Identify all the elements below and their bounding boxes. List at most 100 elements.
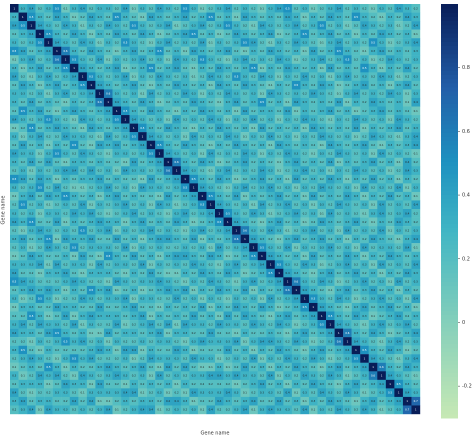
cell xyxy=(266,260,275,269)
cell-label: 0.1 xyxy=(55,237,59,241)
cell xyxy=(291,294,301,304)
cell xyxy=(274,63,284,73)
cell-label: 0.3 xyxy=(405,237,409,241)
cell xyxy=(69,38,79,47)
cell-label: 0.1 xyxy=(209,143,213,147)
cell-label: 0.2 xyxy=(371,228,375,232)
cell xyxy=(52,140,62,150)
cell xyxy=(223,38,233,47)
cell-label: 0.1 xyxy=(209,245,213,249)
cell xyxy=(138,268,147,278)
cell xyxy=(86,4,96,13)
cell-label: 0.2 xyxy=(303,356,307,360)
cell-label: 0.2 xyxy=(362,92,366,96)
cell-label: 0.3 xyxy=(123,331,127,335)
cell xyxy=(27,97,36,107)
cell-label: 0.5 xyxy=(72,356,76,360)
cell xyxy=(172,251,182,261)
cell-label: 0.3 xyxy=(303,109,307,113)
cell-label: 0.1 xyxy=(397,75,401,79)
cell-label: 0.2 xyxy=(55,228,59,232)
colorbar-segment xyxy=(441,285,458,291)
cell xyxy=(155,285,164,295)
cell xyxy=(189,149,199,158)
cell-label: 0.2 xyxy=(226,331,230,335)
cell-label: 0.4 xyxy=(38,177,42,181)
cell-label: 0.2 xyxy=(354,151,358,155)
cell-label: 0.3 xyxy=(106,391,110,395)
cell xyxy=(27,55,36,64)
cell xyxy=(326,115,335,124)
cell xyxy=(351,123,361,133)
cell xyxy=(10,183,19,193)
cell-label: 0.3 xyxy=(81,177,85,181)
cell xyxy=(334,132,344,141)
cell-label: 0.2 xyxy=(72,126,76,130)
cell-label: 0.1 xyxy=(337,228,341,232)
cell-label: 0.4 xyxy=(98,348,102,352)
cell-label: 0.1 xyxy=(149,83,153,87)
cell-label: 0.4 xyxy=(345,228,349,232)
cell xyxy=(240,4,250,13)
cell xyxy=(103,72,113,82)
cell-label: 0.2 xyxy=(183,408,187,412)
cell-label: 0.1 xyxy=(166,58,170,62)
cell-label: 0.4 xyxy=(157,6,161,10)
cell-label: 0.4 xyxy=(166,365,170,369)
cell xyxy=(411,260,421,269)
cell xyxy=(129,243,139,252)
cell xyxy=(377,115,387,124)
cell-label: 0.4 xyxy=(192,237,196,241)
cell-label: 0.4 xyxy=(38,263,42,267)
cell xyxy=(69,4,79,13)
cell-label: 0.4 xyxy=(286,15,290,19)
cell-label: 0.3 xyxy=(277,254,281,258)
cell-label: 0.2 xyxy=(166,263,170,267)
cell-label: 0.2 xyxy=(226,194,230,198)
cell xyxy=(283,55,293,64)
cell xyxy=(326,38,335,47)
cell-label: 0.3 xyxy=(337,75,341,79)
cell-label: 0.3 xyxy=(29,211,33,215)
cell-label: 0.4 xyxy=(320,220,324,224)
cell xyxy=(326,226,335,235)
cell xyxy=(163,97,173,107)
cell xyxy=(240,89,250,99)
cell xyxy=(69,243,79,252)
cell xyxy=(27,191,36,201)
cell xyxy=(27,234,36,244)
cell-label: 0.3 xyxy=(98,288,102,292)
cell-label: 0.6 xyxy=(345,331,349,335)
cell xyxy=(291,260,301,269)
cell-label: 0.2 xyxy=(217,348,221,352)
cell xyxy=(402,106,412,116)
cell-label: 0.3 xyxy=(328,280,332,284)
cell-label: 0.2 xyxy=(414,322,418,326)
cell-label: 0.4 xyxy=(175,399,179,403)
cell xyxy=(385,29,395,39)
cell xyxy=(155,115,164,124)
cell-label: 0.3 xyxy=(72,339,76,343)
cell xyxy=(402,63,412,73)
cell-label: 0.4 xyxy=(294,297,298,301)
cell xyxy=(138,302,147,312)
cell-label: 0.3 xyxy=(397,49,401,53)
cell xyxy=(266,115,275,124)
cell xyxy=(163,115,173,124)
cell xyxy=(334,89,344,99)
cell-label: 0.3 xyxy=(12,322,16,326)
cell-label: 0.1 xyxy=(55,356,59,360)
cell-label: 0.1 xyxy=(175,109,179,113)
cell-label: 0.3 xyxy=(388,126,392,130)
cell xyxy=(266,217,275,227)
cell-label: 0.2 xyxy=(29,322,33,326)
cell-label: 0.2 xyxy=(362,109,366,113)
cell xyxy=(257,29,267,39)
cell xyxy=(232,12,241,22)
cell-label: 0.3 xyxy=(320,331,324,335)
cell-label: 0.2 xyxy=(63,374,67,378)
cell-label: 0.2 xyxy=(21,314,25,318)
cell-label: 0.2 xyxy=(140,382,144,386)
cell-label: 0.3 xyxy=(72,194,76,198)
cell-label: 0.4 xyxy=(12,75,16,79)
